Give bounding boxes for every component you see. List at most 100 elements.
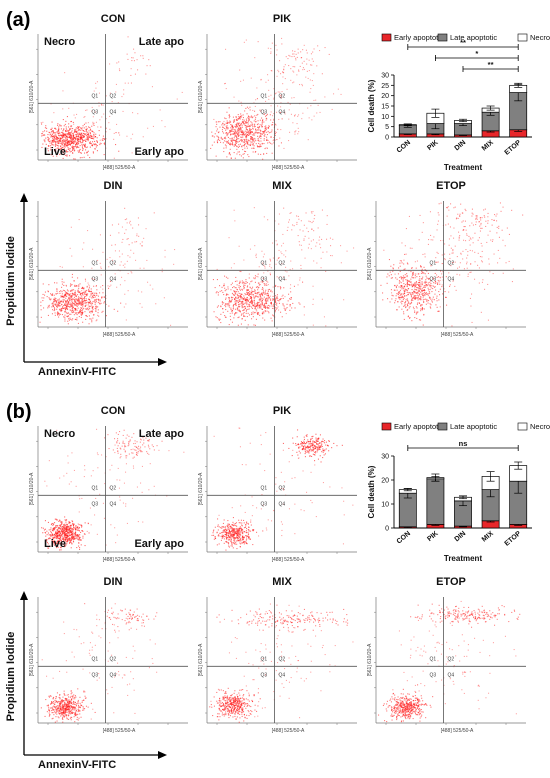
dot-plot-point (398, 291, 400, 293)
dot-plot-point (453, 227, 455, 229)
dot-plot-point (244, 110, 246, 112)
dot-plot-point (240, 293, 242, 295)
dot-plot-point (88, 284, 90, 286)
dot-plot-point (286, 271, 288, 273)
dot-plot-point (430, 307, 432, 309)
dot-plot-point (65, 126, 67, 128)
dot-plot-point (259, 300, 261, 302)
dot-plot-point (425, 292, 427, 294)
dot-plot-point (56, 155, 58, 157)
dot-plot-point (321, 238, 323, 240)
dot-plot-point (85, 280, 87, 282)
dot-plot-point (288, 54, 290, 56)
dot-plot-point (254, 306, 256, 308)
dot-plot-point (461, 221, 463, 223)
dot-plot-point (71, 290, 73, 292)
dot-plot-point (250, 77, 252, 79)
dot-plot-point (432, 285, 434, 287)
dot-plot-point (478, 267, 480, 269)
dot-plot-point (211, 135, 213, 137)
dot-plot-point (64, 123, 66, 125)
dot-plot-point (44, 520, 46, 522)
dot-plot-point (65, 135, 67, 137)
dot-plot-point (54, 141, 56, 143)
dot-plot-point (121, 276, 123, 278)
dot-plot-point (77, 139, 79, 141)
dot-plot-point (60, 546, 62, 548)
dot-plot-point (264, 310, 266, 312)
dot-plot-point (276, 49, 278, 51)
dot-plot-point (425, 298, 427, 300)
dot-plot-point (487, 216, 489, 218)
dot-plot-point (60, 296, 62, 298)
dot-plot-point (239, 296, 241, 298)
dot-plot-point (84, 145, 86, 147)
dot-plot-point (136, 451, 138, 453)
dot-plot-point (60, 148, 62, 150)
dot-plot-point (460, 252, 462, 254)
dot-plot-point (91, 137, 93, 139)
dot-plot-point (63, 531, 65, 533)
dot-plot-point (42, 527, 44, 529)
dot-plot-point (140, 451, 142, 453)
dot-plot-point (215, 155, 217, 157)
dot-plot-point (251, 294, 253, 296)
dot-plot-point (48, 529, 50, 531)
dot-plot-point (57, 130, 59, 132)
dot-plot-point (224, 136, 226, 138)
dot-plot-point (240, 139, 242, 141)
dot-plot-point (71, 538, 73, 540)
dot-plot-point (166, 495, 168, 497)
dot-plot-point (238, 123, 240, 125)
dot-plot-point (59, 308, 61, 310)
dot-plot-point (266, 300, 268, 302)
dot-plot-point (459, 213, 461, 215)
dot-plot-point (256, 310, 258, 312)
dot-plot-point (131, 272, 133, 274)
dot-plot-point (53, 529, 55, 531)
dot-plot-point (230, 140, 232, 142)
dot-plot-point (419, 288, 421, 290)
dot-plot-point (429, 292, 431, 294)
dot-plot-point (487, 319, 489, 321)
dot-plot-point (236, 280, 238, 282)
dot-plot-point (229, 154, 231, 156)
dot-plot-point (268, 311, 270, 313)
dot-plot-point (478, 282, 480, 284)
dot-plot-point (56, 131, 58, 133)
dot-plot-point (260, 110, 262, 112)
dot-plot-point (288, 293, 290, 295)
dot-plot-point (496, 213, 498, 215)
dot-plot-point (54, 145, 56, 147)
dot-plot-point (85, 140, 87, 142)
dot-plot-point (86, 286, 88, 288)
dot-plot-point (68, 301, 70, 303)
dot-plot-point (71, 305, 73, 307)
dot-plot-point (270, 136, 272, 138)
dot-plot-point (441, 276, 443, 278)
dot-plot-point (457, 267, 459, 269)
dot-plot-point (497, 262, 499, 264)
dot-plot-point (247, 123, 249, 125)
dot-plot-point (399, 265, 401, 267)
dot-plot-point (281, 316, 283, 318)
dot-plot-point (82, 530, 84, 532)
dot-plot-point (58, 142, 60, 144)
dot-plot-point (70, 524, 72, 526)
dot-plot-point (280, 298, 282, 300)
dot-plot-point (53, 527, 55, 529)
dot-plot-point (53, 543, 55, 545)
dot-plot-point (115, 432, 117, 434)
dot-plot-point (431, 285, 433, 287)
dot-plot-point (56, 519, 58, 521)
dot-plot-point (243, 309, 245, 311)
dot-plot-point (109, 257, 111, 259)
dot-plot-point (55, 300, 57, 302)
dot-plot-point (264, 133, 266, 135)
dot-plot-point (294, 307, 296, 309)
dot-plot-point (65, 285, 67, 287)
dot-plot-point (67, 151, 69, 153)
dot-plot-point (245, 127, 247, 129)
dot-plot-point (102, 310, 104, 312)
